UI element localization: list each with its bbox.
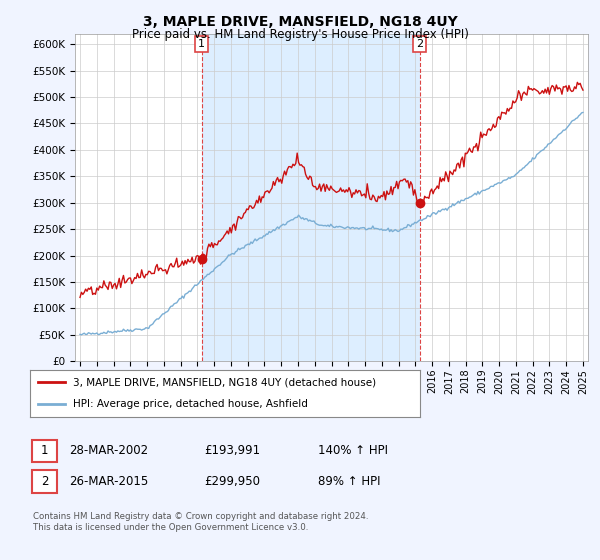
Bar (202, 34, 419, 361)
Text: £299,950: £299,950 (204, 475, 260, 488)
Text: 1: 1 (41, 444, 48, 458)
Text: Price paid vs. HM Land Registry's House Price Index (HPI): Price paid vs. HM Land Registry's House … (131, 28, 469, 41)
Text: 3, MAPLE DRIVE, MANSFIELD, NG18 4UY: 3, MAPLE DRIVE, MANSFIELD, NG18 4UY (143, 15, 457, 29)
Text: 140% ↑ HPI: 140% ↑ HPI (318, 444, 388, 458)
Text: 89% ↑ HPI: 89% ↑ HPI (318, 475, 380, 488)
Text: Contains HM Land Registry data © Crown copyright and database right 2024.
This d: Contains HM Land Registry data © Crown c… (33, 512, 368, 532)
Text: 1: 1 (198, 39, 205, 49)
Text: HPI: Average price, detached house, Ashfield: HPI: Average price, detached house, Ashf… (73, 399, 308, 409)
Text: 2: 2 (41, 475, 48, 488)
Text: 3, MAPLE DRIVE, MANSFIELD, NG18 4UY (detached house): 3, MAPLE DRIVE, MANSFIELD, NG18 4UY (det… (73, 377, 376, 388)
Text: 28-MAR-2002: 28-MAR-2002 (69, 444, 148, 458)
Text: £193,991: £193,991 (204, 444, 260, 458)
Text: 2: 2 (416, 39, 423, 49)
Text: 26-MAR-2015: 26-MAR-2015 (69, 475, 148, 488)
